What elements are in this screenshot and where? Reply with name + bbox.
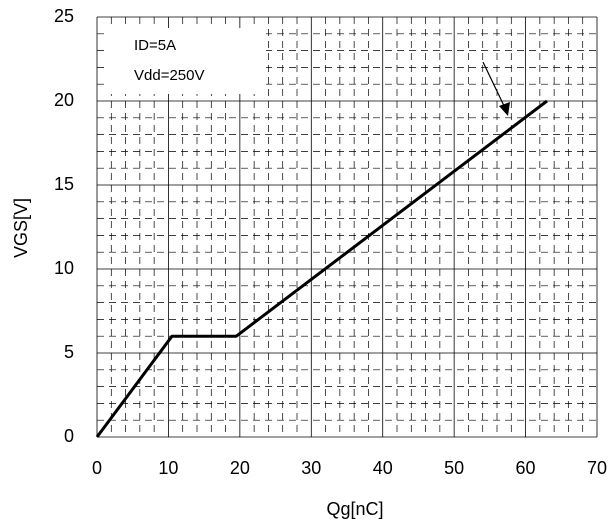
- y-tick-label: 0: [64, 426, 74, 446]
- annotation: ID=5A: [134, 37, 176, 54]
- annotation-box: [106, 28, 266, 94]
- y-tick-label: 15: [54, 174, 74, 194]
- y-tick-label: 10: [54, 258, 74, 278]
- x-tick-label: 30: [301, 458, 321, 478]
- arrow: [482, 61, 507, 111]
- y-axis-title: VGS[V]: [11, 198, 31, 258]
- y-tick-label: 20: [54, 90, 74, 110]
- x-tick-label: 0: [92, 458, 102, 478]
- x-tick-label: 50: [444, 458, 464, 478]
- x-tick-label: 60: [516, 458, 536, 478]
- x-axis-title: Qg[nC]: [326, 499, 383, 519]
- annotation: Vdd=250V: [134, 67, 204, 84]
- data-line: [95, 99, 548, 438]
- x-tick-label: 70: [587, 458, 607, 478]
- x-tick-label: 10: [158, 458, 178, 478]
- arrow-head: [499, 102, 510, 116]
- y-tick-label: 5: [64, 342, 74, 362]
- x-tick-label: 20: [230, 458, 250, 478]
- x-tick-label: 40: [373, 458, 393, 478]
- y-tick-label: 25: [54, 6, 74, 26]
- grid: [96, 16, 598, 438]
